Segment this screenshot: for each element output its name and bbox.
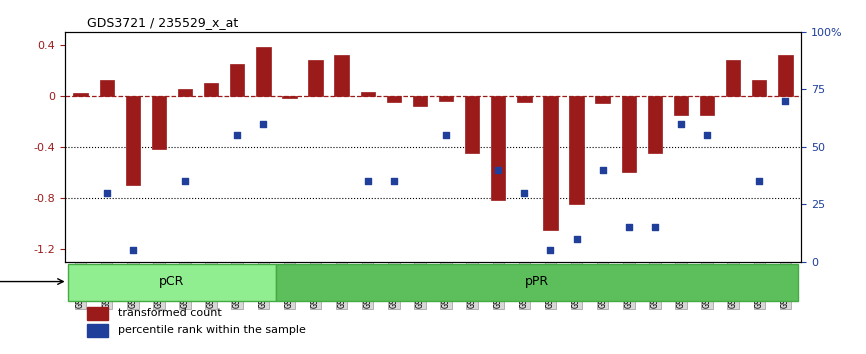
Text: pCR: pCR bbox=[159, 275, 184, 288]
Bar bbox=[543, 96, 558, 230]
Bar bbox=[100, 80, 114, 96]
Bar bbox=[465, 96, 480, 153]
Text: pPR: pPR bbox=[526, 275, 549, 288]
Bar bbox=[674, 96, 688, 115]
Bar bbox=[334, 55, 349, 96]
Bar bbox=[752, 80, 766, 96]
Bar bbox=[726, 60, 740, 96]
Point bbox=[648, 224, 662, 230]
Point bbox=[779, 98, 792, 104]
Bar bbox=[439, 96, 453, 101]
Point bbox=[126, 247, 139, 253]
Bar bbox=[569, 96, 584, 204]
Text: transformed count: transformed count bbox=[118, 308, 222, 318]
Bar bbox=[256, 47, 270, 96]
Bar bbox=[87, 324, 107, 337]
Bar bbox=[178, 89, 192, 96]
Point bbox=[596, 167, 610, 173]
Point bbox=[230, 132, 244, 138]
Point bbox=[753, 178, 766, 184]
Point bbox=[517, 190, 531, 195]
Bar bbox=[413, 96, 427, 106]
Bar bbox=[276, 264, 798, 301]
Point bbox=[256, 121, 270, 127]
Point bbox=[387, 178, 401, 184]
Bar bbox=[491, 96, 506, 200]
Point bbox=[544, 247, 558, 253]
Bar bbox=[74, 93, 87, 96]
Point bbox=[178, 178, 192, 184]
Point bbox=[674, 121, 688, 127]
Point bbox=[361, 178, 375, 184]
Bar bbox=[517, 96, 532, 102]
Bar bbox=[308, 60, 323, 96]
Bar bbox=[360, 92, 375, 96]
Bar bbox=[596, 96, 610, 103]
Point bbox=[439, 132, 453, 138]
Bar bbox=[282, 96, 297, 98]
Bar bbox=[126, 96, 140, 185]
Point bbox=[570, 236, 584, 241]
Bar bbox=[152, 96, 166, 149]
Text: GDS3721 / 235529_x_at: GDS3721 / 235529_x_at bbox=[87, 16, 238, 29]
Bar bbox=[87, 307, 107, 320]
Bar bbox=[386, 96, 401, 102]
Bar bbox=[68, 264, 276, 301]
Bar bbox=[700, 96, 714, 115]
Point bbox=[100, 190, 113, 195]
Bar bbox=[204, 83, 218, 96]
Point bbox=[622, 224, 636, 230]
Point bbox=[491, 167, 505, 173]
Bar bbox=[779, 55, 792, 96]
Bar bbox=[230, 64, 244, 96]
Bar bbox=[622, 96, 636, 172]
Text: percentile rank within the sample: percentile rank within the sample bbox=[118, 325, 306, 335]
Bar bbox=[648, 96, 662, 153]
Point bbox=[700, 132, 714, 138]
Text: disease state: disease state bbox=[0, 276, 63, 286]
